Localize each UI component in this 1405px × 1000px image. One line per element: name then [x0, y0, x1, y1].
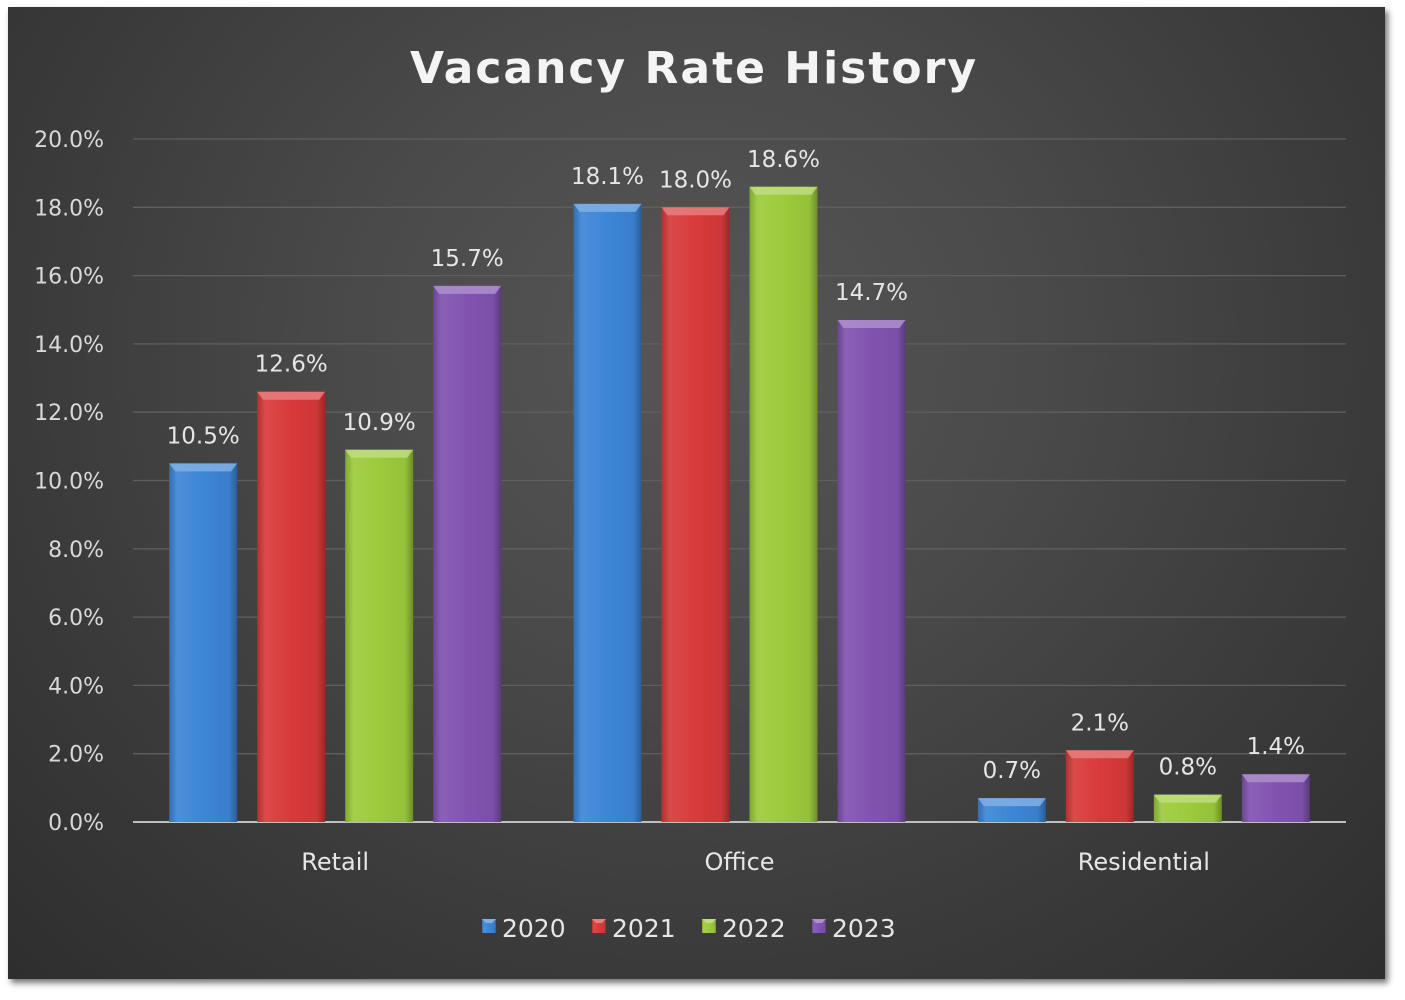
y-tick-label: 20.0% [34, 128, 104, 153]
legend-swatch-bevel [702, 919, 716, 923]
bar-bevel [257, 391, 326, 400]
category-label-office: Office [704, 848, 774, 876]
legend-label: 2023 [832, 914, 896, 943]
y-tick-label: 18.0% [34, 196, 104, 221]
bar-bevel [573, 203, 642, 212]
legend-label: 2021 [612, 914, 676, 943]
data-label: 0.8% [1159, 755, 1217, 781]
bar-retail-2020 [169, 463, 238, 822]
legend-swatch-bevel [482, 919, 496, 923]
data-label: 18.0% [659, 167, 732, 193]
y-tick-label: 6.0% [48, 606, 104, 631]
bar-office-2022 [749, 186, 818, 822]
y-tick-label: 16.0% [34, 265, 104, 290]
bar-office-2020 [573, 203, 642, 822]
legend-swatch-bevel [592, 919, 606, 923]
legend: 2020 2021 2022 2023 [482, 914, 896, 943]
bar-bevel [1065, 750, 1134, 759]
bar-office-2021 [661, 207, 730, 823]
bar-bevel [749, 186, 818, 195]
y-axis-ticks: 0.0% 2.0% 4.0% 6.0% 8.0% 10.0% 12.0% 14.0% 16.0%… [34, 128, 104, 836]
chart-frame: Vacancy Rate History 0.0% 2.0% 4.0% 6.0% 8.0… [8, 7, 1385, 979]
data-label: 10.9% [343, 410, 416, 436]
bar-bevel [1241, 774, 1310, 783]
legend-item-2020: 2020 [482, 914, 566, 943]
bars [169, 186, 1310, 823]
legend-item-2021: 2021 [592, 914, 676, 943]
bar-bevel [837, 319, 906, 328]
bar-retail-2022 [345, 449, 414, 822]
y-tick-label: 0.0% [48, 811, 104, 836]
y-tick-label: 14.0% [34, 333, 104, 358]
bar-office-2023 [837, 319, 906, 822]
x-axis-categories: Retail Office Residential [301, 848, 1210, 876]
chart-title: Vacancy Rate History [410, 43, 978, 94]
legend-item-2023: 2023 [812, 914, 896, 943]
legend-label: 2022 [722, 914, 786, 943]
bar-retail-2023 [433, 285, 502, 823]
bar-bevel [977, 798, 1046, 807]
data-label: 12.6% [255, 352, 328, 378]
y-tick-label: 8.0% [48, 538, 104, 563]
legend-label: 2020 [502, 914, 566, 943]
data-label: 15.7% [431, 246, 504, 272]
y-tick-label: 4.0% [48, 674, 104, 699]
vacancy-rate-chart: Vacancy Rate History 0.0% 2.0% 4.0% 6.0% 8.0… [34, 43, 1346, 943]
bar-residential-2021 [1065, 750, 1134, 822]
bar-bevel [1153, 794, 1222, 803]
data-label: 18.1% [571, 164, 644, 190]
bar-retail-2021 [257, 391, 326, 822]
bar-bevel [345, 449, 414, 458]
data-label: 14.7% [835, 280, 908, 306]
data-label: 1.4% [1247, 734, 1305, 760]
y-tick-label: 12.0% [34, 401, 104, 426]
category-label-residential: Residential [1078, 848, 1210, 876]
category-label-retail: Retail [301, 848, 369, 876]
data-label: 2.1% [1071, 710, 1129, 736]
data-labels: 10.5% 12.6% 10.9% 15.7% 18.1% 18.0% 18.6% 14.7%… [167, 147, 1305, 784]
data-label: 0.7% [983, 758, 1041, 784]
y-tick-label: 10.0% [34, 470, 104, 495]
legend-item-2022: 2022 [702, 914, 786, 943]
legend-swatch-bevel [812, 919, 826, 923]
gridlines [133, 138, 1346, 823]
y-tick-label: 2.0% [48, 743, 104, 768]
bar-bevel [433, 285, 502, 294]
bar-bevel [661, 207, 730, 216]
data-label: 10.5% [167, 423, 240, 449]
bar-bevel [169, 463, 238, 472]
data-label: 18.6% [747, 147, 820, 173]
